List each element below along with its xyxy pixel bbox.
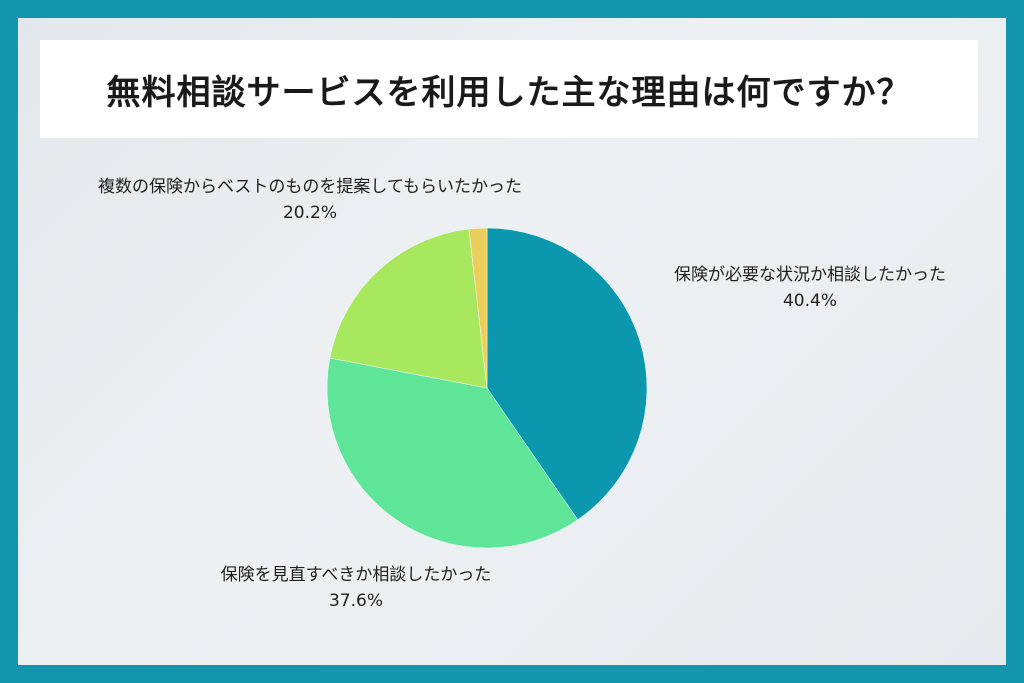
slice-value-review: 37.6% (328, 591, 383, 611)
slice-label-review-text: 保険を見直すべきか相談したかった (220, 565, 492, 585)
slice-label-best-text: 複数の保険からベストのものを提案してもらいたかった (98, 177, 522, 197)
slice-label-needed: 保険が必要な状況か相談したかった 40.4% (639, 262, 981, 314)
chart-title: 無料相談サービスを利用した主な理由は何ですか？ (106, 72, 912, 113)
slice-review (326, 357, 579, 549)
slice-best (329, 228, 488, 389)
title-box: 無料相談サービスを利用した主な理由は何ですか？ (40, 40, 978, 138)
slice-other (468, 227, 488, 389)
slice-value-best: 20.2% (282, 203, 337, 223)
slice-label-best: 複数の保険からベストのものを提案してもらいたかった 20.2% (40, 174, 580, 226)
slice-label-review: 保険を見直すべきか相談したかった 37.6% (186, 562, 526, 614)
slice-needed (486, 227, 648, 521)
slice-value-needed: 40.4% (782, 291, 837, 311)
slice-label-needed-text: 保険が必要な状況か相談したかった (674, 265, 946, 285)
